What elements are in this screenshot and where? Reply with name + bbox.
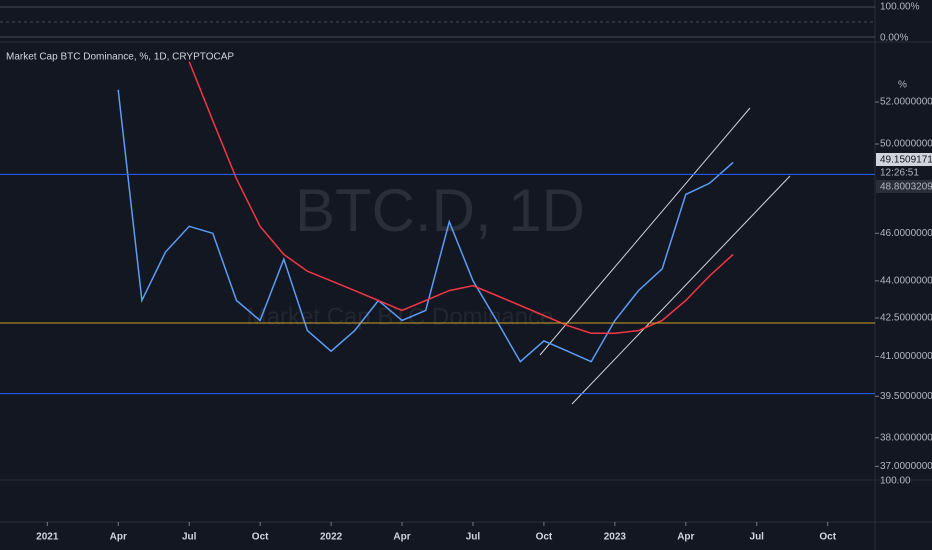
x-tick-label: Oct [252,532,269,543]
chart-title: Market Cap BTC Dominance, %, 1D, CRYPTOC… [6,52,234,63]
x-tick-label: Jul [466,532,481,543]
y-tick-label: 41.00000000 [880,351,932,362]
y-tick-label: 37.00000000 [880,461,932,472]
price-label: 48.80032097 [880,182,932,193]
price-label-box [876,153,932,166]
unit-label: % [898,80,907,91]
indicator-label: 100.00 [880,476,911,487]
indicator-label: 100.00% [880,2,920,13]
series-line [117,89,734,363]
x-tick-label: 2023 [604,532,627,543]
x-tick-label: Apr [110,532,127,543]
channel-line [571,175,791,405]
x-tick-label: Oct [536,532,553,543]
x-tick-label: Apr [393,532,410,543]
y-tick-label: 39.50000000 [880,391,932,402]
x-tick-label: Jul [182,532,197,543]
y-tick-label: 38.00000000 [880,432,932,443]
x-tick-label: 2021 [36,532,59,543]
watermark-subtitle: Market Cap BTC Dominance [247,303,554,330]
channel-line [539,107,751,356]
y-tick-label: 50.00000000 [880,139,932,150]
x-tick-label: 2022 [320,532,343,543]
y-tick-label: 52.00000000 [880,97,932,108]
y-tick-label: 44.00000000 [880,275,932,286]
x-tick-label: Apr [677,532,694,543]
price-label: 49.15091714 [880,155,932,166]
plot-area [117,61,734,363]
countdown-label: 12:26:51 [880,168,919,179]
y-tick-label: 46.00000000 [880,228,932,239]
x-tick-label: Jul [750,532,765,543]
price-label-box [876,180,932,193]
indicator-label: 0.00% [880,33,908,44]
x-tick-label: Oct [819,532,836,543]
series-line [188,61,734,334]
watermark: BTC.D, 1D [295,177,585,244]
y-tick-label: 42.50000000 [880,313,932,324]
